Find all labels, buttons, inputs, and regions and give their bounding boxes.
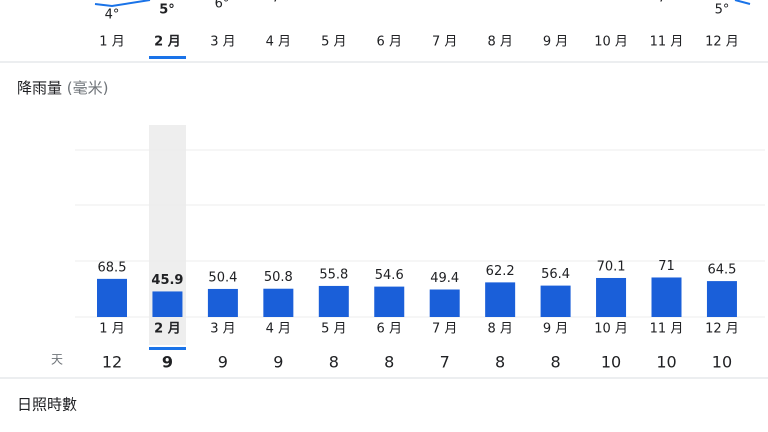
rain-days: 8 [495,353,505,372]
temperature-label: 4° [105,8,120,23]
value-label: 68.5 [98,260,127,275]
month-label: 7 月 [432,322,457,337]
rain-days: 7 [440,353,450,372]
month-label: 4 月 [266,35,291,50]
bar [596,277,627,317]
month-label: 2 月 [154,322,181,337]
month-label: 5 月 [321,35,346,50]
bar [318,285,349,317]
section-title: 降雨量 (毫米) [17,79,109,97]
selected-tab [149,56,186,59]
value-label: 70.1 [597,259,626,274]
temperature-line [734,0,751,5]
temperature-label: 7 [658,0,666,6]
month-label: 3 月 [210,322,235,337]
value-label: 55.8 [319,267,348,282]
value-label: 62.2 [486,264,515,279]
rain-days: 12 [102,353,122,372]
bar [485,282,516,317]
month-label: 6 月 [377,322,402,337]
days-unit: 天 [51,353,63,367]
temperature-label: 6° [215,0,230,12]
value-label: 45.9 [151,273,183,288]
rain-days: 10 [601,353,621,372]
month-label: 10 月 [594,322,628,337]
value-label: 50.8 [264,270,293,285]
temperature-label: 5° [715,3,730,18]
bar [374,286,405,317]
month-label: 5 月 [321,322,346,337]
bar [651,277,682,317]
value-label: 50.4 [208,270,237,285]
month-label: 7 月 [432,35,457,50]
value-label: 64.5 [707,263,736,278]
month-label: 12 月 [705,322,739,337]
bar [429,289,460,317]
rain-days: 10 [656,353,676,372]
value-label: 54.6 [375,268,404,283]
month-label: 2 月 [154,35,181,50]
section-title: 日照時數 [17,396,77,414]
selected-tab [149,347,186,350]
rain-days: 8 [329,353,339,372]
value-label: 71 [658,259,675,274]
bar [207,288,238,317]
month-label: 11 月 [650,35,684,50]
month-label: 1 月 [99,35,124,50]
month-label: 8 月 [487,322,512,337]
rain-days: 9 [162,353,173,372]
bar [152,291,183,317]
bar [540,285,571,317]
bar [97,278,127,317]
rain-days: 8 [551,353,561,372]
month-label: 4 月 [266,322,291,337]
bar [706,281,737,317]
temperature-label: 7 [272,0,280,6]
month-label: 9 月 [543,322,568,337]
month-label: 10 月 [594,35,628,50]
rain-days: 8 [384,353,394,372]
month-label: 8 月 [487,35,512,50]
rain-days: 9 [218,353,228,372]
month-label: 6 月 [377,35,402,50]
month-label: 12 月 [705,35,739,50]
value-label: 56.4 [541,267,570,282]
month-label: 9 月 [543,35,568,50]
bar [263,288,294,317]
month-label: 11 月 [650,322,684,337]
month-label: 3 月 [210,35,235,50]
rain-days: 9 [273,353,283,372]
month-label: 1 月 [99,322,124,337]
rain-days: 10 [712,353,732,372]
temperature-line [94,0,151,8]
temperature-label: 5° [159,3,175,18]
value-label: 49.4 [430,271,459,286]
